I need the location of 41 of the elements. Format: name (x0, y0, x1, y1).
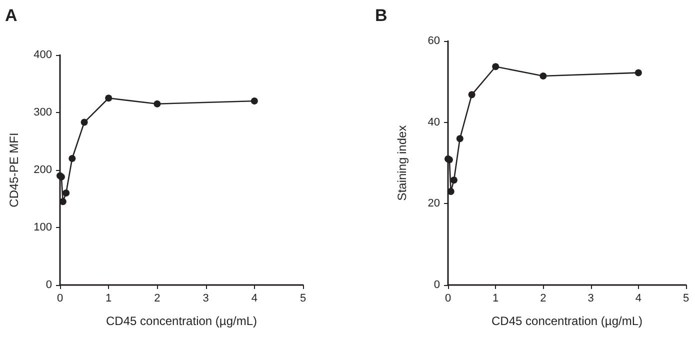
point (634, 69, 642, 76)
x-tick-label: 2 (154, 292, 160, 304)
point (62, 190, 70, 196)
point (468, 91, 476, 98)
point (540, 72, 547, 80)
x-axis-title: CD45 concentration (µg/mL) (106, 314, 257, 328)
x-axis-title: CD45 concentration (µg/mL) (492, 314, 642, 328)
point (154, 100, 161, 108)
x-tick-label: 0 (56, 292, 64, 304)
y-tick-label: 40 (428, 116, 440, 128)
y-axis-title: Staining index (395, 125, 409, 201)
y-tick-label: 100 (34, 222, 52, 234)
point (59, 198, 66, 206)
x-tick-label: 0 (444, 292, 452, 304)
y-tick-label: 400 (34, 49, 52, 61)
x-tick-label: 3 (588, 292, 594, 304)
point (456, 135, 464, 142)
x-tick-label: 4 (635, 292, 642, 304)
x-tick-label: 1 (492, 292, 499, 304)
chart-title: A (5, 6, 18, 25)
point (80, 118, 88, 126)
y-tick-label: 20 (428, 198, 440, 210)
point (447, 188, 454, 195)
point (68, 155, 76, 162)
x-tick-label: 1 (106, 292, 112, 304)
x-tick-label: 4 (251, 292, 258, 304)
y-tick-label: 0 (46, 279, 52, 291)
chart-title: B (375, 6, 388, 25)
y-tick-label: 200 (34, 164, 52, 176)
point (450, 176, 458, 184)
point (250, 98, 258, 104)
x-tick-label: 2 (540, 292, 546, 304)
y-tick-label: 60 (428, 35, 440, 47)
point (492, 63, 500, 70)
point (105, 94, 112, 102)
x-tick-label: 5 (300, 292, 306, 304)
x-tick-label: 3 (202, 292, 209, 304)
x-tick-label: 5 (682, 292, 690, 304)
y-tick-label: 0 (434, 279, 440, 291)
y-axis-title: CD45-PE MFI (7, 132, 21, 208)
y-tick-label: 300 (34, 106, 52, 118)
